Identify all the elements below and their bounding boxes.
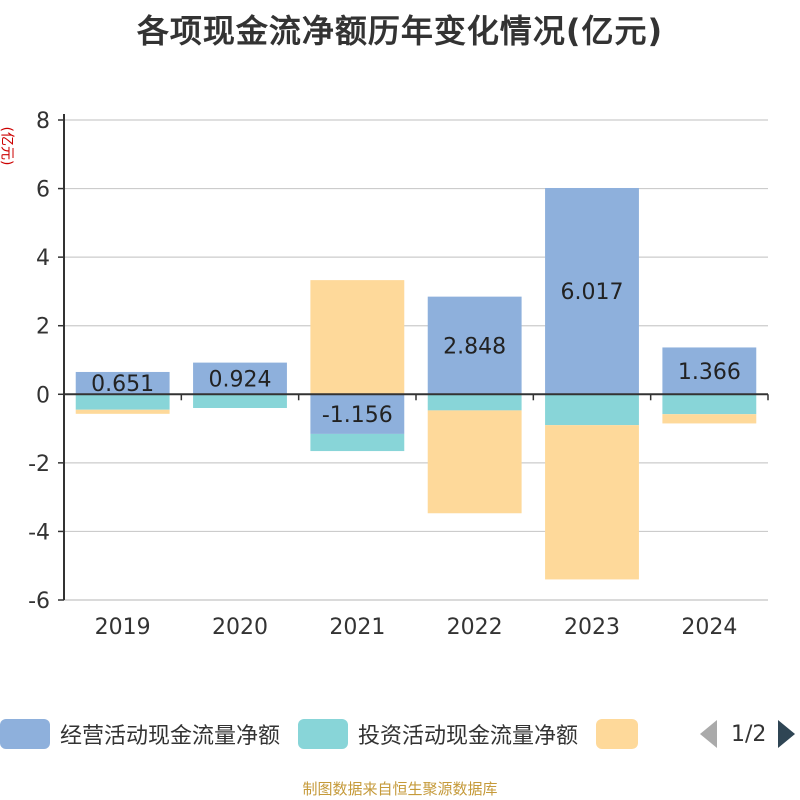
y-tick-label: 0 [36,383,50,408]
x-tick-label: 2023 [564,615,620,640]
legend-label-investing: 投资活动现金流量净额 [358,724,579,749]
bar-series-2-2022[interactable] [427,410,522,514]
bar-series-2-2023[interactable] [545,425,639,580]
x-tick-label: 2021 [329,615,385,640]
bar-series-2-2019[interactable] [75,409,170,414]
data-label-2024: 1.366 [678,360,741,385]
x-tick-label: 2024 [681,615,737,640]
y-tick-label: 8 [36,109,50,134]
x-tick-label: 2020 [212,615,268,640]
bar-series-1-2023[interactable] [545,394,639,426]
y-tick-label: -6 [28,589,50,614]
bar-series-0-2021[interactable] [310,394,405,434]
bar-series-0-2023[interactable] [545,187,639,395]
legend-swatch-investing [298,719,349,749]
x-tick-label: 2019 [95,615,151,640]
axes: 8 6 4 2 0 -2 -4 -6 2019 2020 2021 2022 2023 2024 [28,109,769,640]
y-tick-label: -2 [28,452,50,477]
legend-pager: 1/2 [700,717,796,751]
legend-page-indicator: 1/2 [731,721,767,747]
data-label-2020: 0.924 [209,367,272,392]
data-label-2021: -1.156 [322,403,393,428]
legend-swatch-financing [596,719,639,749]
bar-series-1-2024[interactable] [662,394,757,415]
y-tick-label: 2 [36,315,50,340]
legend-item-financing[interactable] [596,719,648,749]
data-labels: 0.651 0.924 -1.156 2.848 6.017 1.366 [91,280,741,428]
bar-series-1-2021[interactable] [310,433,405,452]
bar-series-0-2022[interactable] [427,296,522,395]
legend-prev-page-icon[interactable] [700,720,717,748]
legend-next-page-icon[interactable] [778,720,796,748]
bar-series-2-2021[interactable] [310,280,405,395]
data-label-2023: 6.017 [561,280,624,305]
legend-swatch-operating [0,719,50,749]
bar-series-2-2024[interactable] [662,414,757,424]
bar-series-0-2024[interactable] [662,347,757,395]
x-tick-label: 2022 [447,615,503,640]
bar-series-1-2019[interactable] [75,394,170,410]
bars [75,187,757,580]
bar-series-1-2022[interactable] [427,394,522,411]
grid-lines [64,119,768,601]
data-label-2019: 0.651 [91,372,154,397]
legend: 经营活动现金流量净额 投资活动现金流量净额 [0,717,666,751]
legend-label-operating: 经营活动现金流量净额 [60,724,281,749]
bar-series-0-2020[interactable] [193,362,287,395]
data-label-2022: 2.848 [443,334,506,359]
data-source-note: 制图数据来自恒生聚源数据库 [302,780,498,798]
legend-item-operating[interactable]: 经营活动现金流量净额 [0,718,280,750]
y-tick-label: 4 [36,246,50,271]
y-tick-label: 6 [36,178,50,203]
legend-item-investing[interactable]: 投资活动现金流量净额 [298,718,578,750]
bar-series-1-2020[interactable] [193,394,287,408]
chart-title: 各项现金流净额历年变化情况(亿元) [136,12,664,50]
y-tick-label: -4 [28,520,50,545]
bar-series-0-2019[interactable] [75,371,170,395]
